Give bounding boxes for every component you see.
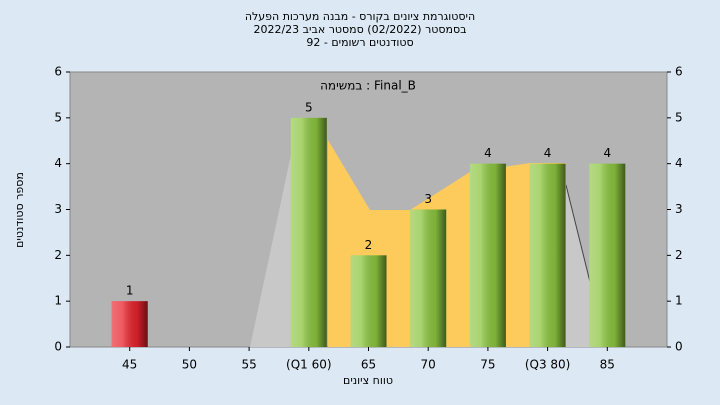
y-tick-label: 4	[54, 156, 62, 170]
y-tick-label: 6	[54, 65, 62, 79]
bar-shade	[350, 255, 387, 347]
y-tick-label: 0	[54, 340, 62, 354]
value-label: 2	[365, 238, 373, 252]
distribution-area	[566, 185, 592, 347]
value-label: 5	[305, 100, 313, 114]
y2-tick-label: 4	[675, 156, 683, 170]
value-label: 4	[603, 146, 611, 160]
bar-shade	[589, 163, 626, 347]
distribution-line	[565, 184, 593, 291]
chart-subtitle: סטודנטים רשומים - 92	[306, 36, 413, 49]
bar-shade	[111, 301, 148, 347]
y2-tick-label: 5	[675, 110, 683, 124]
x-tick-label: 50	[182, 358, 197, 372]
y-tick-label: 5	[54, 110, 62, 124]
y2-tick-label: 6	[675, 65, 683, 79]
bar-shade	[529, 163, 566, 347]
y-tick-label: 3	[54, 202, 62, 216]
bar-shade	[469, 163, 506, 347]
x-tick-label: 55	[241, 358, 256, 372]
chart-subtitle: בסמסטר (02/2022) סמסטר אביב 2022/23	[253, 23, 466, 36]
y2-tick-label: 2	[675, 248, 683, 262]
y-tick-label: 2	[54, 248, 62, 262]
x-tick-label: 65	[361, 358, 376, 372]
chart-title: היסטוגרמת ציונים בקורס - מבנה מערכות הפע…	[245, 10, 475, 23]
value-label: 4	[484, 146, 492, 160]
bar-shade	[290, 117, 327, 347]
value-label: 4	[544, 146, 552, 160]
value-label: 1	[126, 284, 134, 298]
x-tick-label: 85	[600, 358, 615, 372]
x-tick-label: 70	[421, 358, 436, 372]
y-axis-label: מספר סטודנטים	[13, 172, 26, 248]
x-tick-label: (Q3 80)	[525, 358, 571, 372]
distribution-area	[328, 140, 566, 347]
x-tick-label: 45	[122, 358, 137, 372]
y2-tick-label: 1	[675, 294, 683, 308]
y2-tick-label: 3	[675, 202, 683, 216]
y-tick-label: 1	[54, 294, 62, 308]
y2-tick-label: 0	[675, 340, 683, 354]
annotation: במשימה : Final_B	[320, 79, 416, 93]
x-tick-label: 75	[480, 358, 495, 372]
x-axis-label: טווח ציונים	[343, 374, 393, 387]
bar-shade	[410, 209, 447, 347]
distribution-area	[250, 150, 292, 347]
x-tick-label: (Q1 60)	[286, 358, 332, 372]
value-label: 3	[424, 192, 432, 206]
